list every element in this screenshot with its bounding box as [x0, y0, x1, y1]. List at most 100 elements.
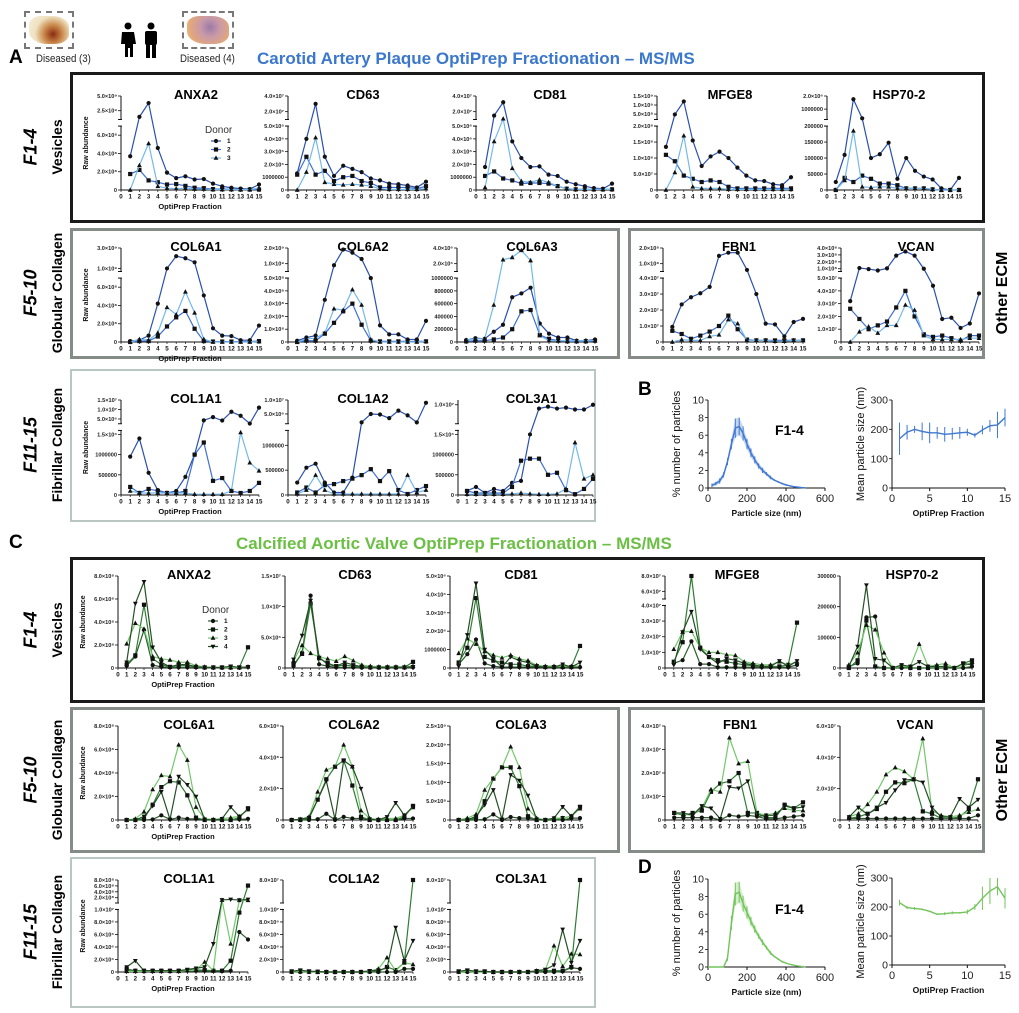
data-point-donor-3 — [577, 951, 583, 957]
data-point-donor-1 — [482, 661, 487, 666]
data-point-donor-1 — [546, 331, 552, 336]
x-tick-label: 12 — [395, 194, 402, 201]
x-tick-label: 4 — [876, 346, 880, 353]
data-point-donor-3 — [969, 659, 975, 664]
x-tick-label: 14 — [785, 672, 792, 679]
x-tick-label: 6 — [168, 824, 172, 831]
data-point-donor-3 — [864, 622, 869, 627]
data-point-donor-1 — [940, 316, 945, 322]
data-point-donor-4 — [193, 794, 199, 800]
x-tick-label: 9 — [526, 824, 530, 831]
y-tick-label: 1.0×10⁷ — [639, 324, 659, 330]
data-point-donor-1 — [368, 275, 373, 281]
data-point-donor-2 — [256, 480, 262, 485]
x-tick-label: 1 — [671, 346, 675, 353]
y-tick-label: 8 — [698, 891, 704, 903]
data-point-donor-2 — [201, 338, 206, 344]
y-tick-label: 2.0×10⁷ — [641, 771, 661, 777]
data-point-donor-3 — [735, 321, 741, 326]
x-tick-label: 10 — [753, 346, 760, 353]
y-tick-label: 4.0×10⁶ — [426, 945, 446, 951]
y-tick-label: 4.0×10⁷ — [639, 276, 659, 282]
data-point-donor-2 — [164, 182, 170, 187]
y-tick-label: 8.0×10⁶ — [259, 920, 279, 926]
data-point-donor-3 — [393, 815, 399, 821]
x-tick-label: 5 — [160, 672, 164, 679]
data-point-donor-1 — [582, 184, 587, 189]
data-point-donor-4 — [741, 661, 747, 666]
x-tick-label: 0 — [889, 493, 895, 505]
x-tick-label: 13 — [781, 824, 788, 831]
data-point-donor-2 — [929, 811, 935, 816]
data-point-donor-3 — [414, 339, 420, 344]
x-tick-label: 13 — [237, 194, 244, 201]
data-point-donor-4 — [736, 786, 741, 791]
y-tick-label: 6.0×10⁶ — [426, 932, 446, 938]
data-point-donor-3 — [350, 491, 355, 496]
x-tick-label: 4 — [511, 194, 515, 201]
data-point-donor-1 — [423, 318, 429, 324]
y-tick-label: 2.0×10⁷ — [817, 314, 837, 320]
data-point-donor-4 — [375, 968, 381, 973]
x-tick-label: 7 — [519, 499, 523, 506]
data-point-donor-3 — [229, 339, 234, 344]
data-point-donor-2 — [185, 793, 190, 798]
x-tick-label: 15 — [794, 672, 801, 679]
x-tick-label: 0 — [448, 672, 452, 679]
x-tick-label: 15 — [577, 672, 584, 679]
y-tick-label: 1.0×10⁹ — [633, 103, 653, 109]
data-point-donor-2 — [159, 785, 164, 790]
x-tick-label: 12 — [395, 499, 402, 506]
data-point-donor-1 — [717, 149, 722, 154]
data-point-donor-4 — [750, 663, 756, 668]
data-point-donor-4 — [341, 758, 347, 764]
y-axis-label: Raw abundance — [80, 595, 87, 648]
data-point-donor-3 — [247, 460, 253, 465]
y-tick-label: 4.0×10⁷ — [816, 755, 836, 761]
data-point-donor-3 — [555, 183, 560, 188]
data-point-donor-1 — [744, 267, 750, 273]
data-point-donor-2 — [146, 486, 151, 492]
x-tick-label: 15 — [245, 976, 252, 983]
y-tick-label: 2.0×10⁶ — [94, 957, 114, 963]
x-tick-label: 13 — [404, 346, 411, 353]
y-tick-label: 4.0×10⁸ — [97, 151, 117, 157]
data-point-donor-3 — [537, 333, 543, 338]
data-point-donor-4 — [490, 788, 496, 793]
x-tick-label: 0 — [286, 194, 290, 201]
x-tick-label: 3 — [307, 824, 311, 831]
x-tick-label: 14 — [581, 499, 588, 506]
data-point-donor-1 — [866, 266, 871, 272]
data-point-donor-1 — [528, 164, 533, 170]
x-tick-label: 7 — [904, 346, 908, 353]
data-point-donor-4 — [325, 662, 331, 667]
x-tick-label: 6 — [510, 499, 514, 506]
x-tick-label: 3 — [501, 194, 505, 201]
data-point-donor-2 — [201, 440, 206, 445]
data-point-donor-1 — [341, 247, 346, 252]
x-tick-label: 2 — [492, 194, 496, 201]
data-point-donor-2 — [247, 488, 252, 494]
data-point-donor-3 — [141, 626, 147, 631]
x-tick-label: 14 — [568, 824, 575, 831]
y-tick-label: 1.0×10⁷ — [641, 650, 661, 656]
data-point-donor-1 — [128, 154, 133, 159]
data-point-donor-4 — [219, 817, 225, 822]
x-tick-label: 3 — [147, 346, 151, 353]
data-point-donor-2 — [727, 779, 732, 784]
data-point-donor-3 — [499, 655, 505, 660]
y-tick-label: 2.0×10⁶ — [803, 94, 823, 100]
data-point-donor-3 — [414, 186, 420, 192]
data-point-donor-2 — [482, 173, 488, 179]
chart-title: CD81 — [533, 87, 566, 102]
data-point-donor-3 — [582, 186, 588, 192]
x-tick-label: 1 — [295, 194, 299, 201]
x-tick-label: 0 — [839, 346, 843, 353]
x-tick-label: 9 — [369, 346, 373, 353]
series-line-donor-3 — [458, 745, 581, 821]
x-tick-label: 11 — [542, 672, 549, 679]
data-point-donor-2 — [537, 180, 542, 186]
x-tick-label: 14 — [246, 499, 253, 506]
data-point-donor-1 — [883, 816, 889, 821]
